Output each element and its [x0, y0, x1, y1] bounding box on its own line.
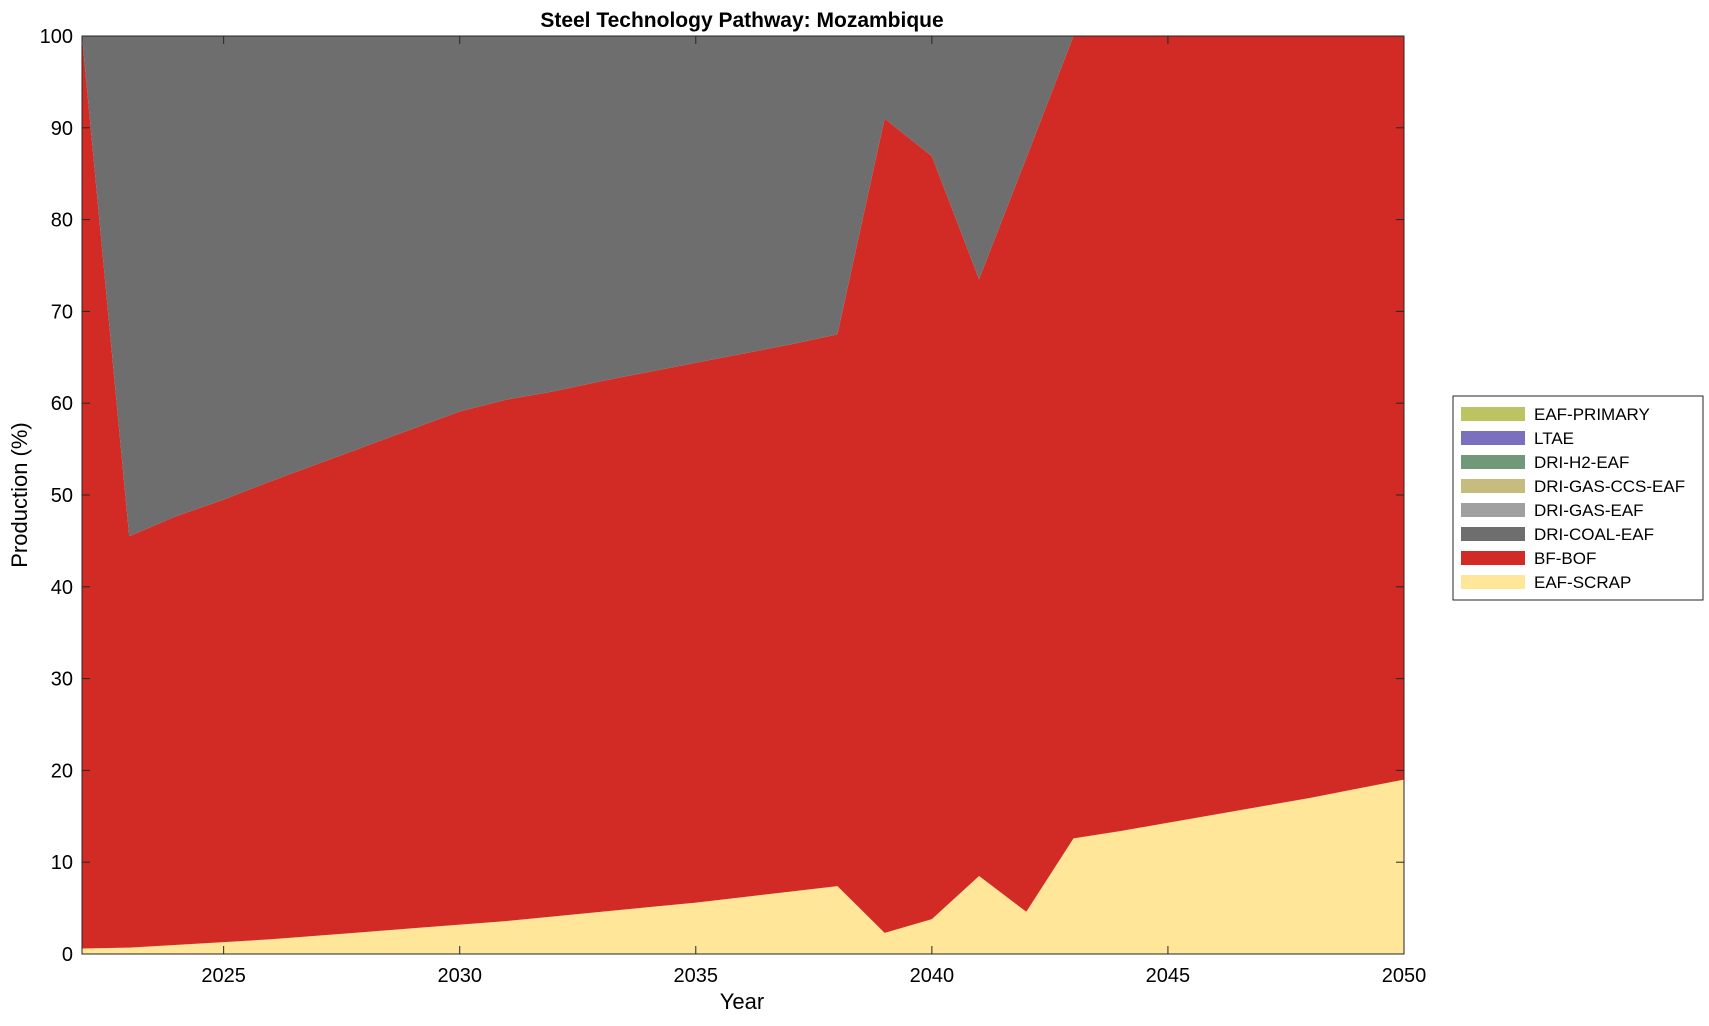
x-tick-label: 2025 — [201, 965, 246, 987]
legend-swatch-dri-h2-eaf — [1461, 455, 1525, 469]
legend-swatch-eaf-scrap — [1461, 575, 1525, 589]
y-tick-label: 60 — [51, 393, 73, 415]
legend-label-dri-coal-eaf: DRI-COAL-EAF — [1534, 525, 1654, 544]
y-tick-label: 10 — [51, 852, 73, 874]
x-axis-label: Year — [720, 989, 764, 1014]
legend-swatch-eaf-primary — [1461, 407, 1525, 421]
y-tick-label: 100 — [40, 26, 73, 48]
y-tick-label: 20 — [51, 760, 73, 782]
y-axis-label: Production (%) — [7, 422, 32, 568]
legend: EAF-PRIMARY LTAE DRI-H2-EAF DRI-GAS-CCS-EAF… — [1452, 395, 1704, 601]
legend-label-dri-h2-eaf: DRI-H2-EAF — [1534, 453, 1629, 472]
legend-swatch-ltae — [1461, 431, 1525, 445]
legend-box — [1452, 395, 1704, 601]
x-tick-label: 2050 — [1382, 965, 1427, 987]
x-tick-label: 2040 — [910, 965, 955, 987]
y-tick-label: 70 — [51, 301, 73, 323]
legend-label-dri-gas-ccs-eaf: DRI-GAS-CCS-EAF — [1534, 477, 1685, 496]
legend-label-eaf-primary: EAF-PRIMARY — [1534, 405, 1650, 424]
y-tick-label: 30 — [51, 669, 73, 691]
legend-swatch-dri-gas-ccs-eaf — [1461, 479, 1525, 493]
x-tick-label: 2045 — [1146, 965, 1191, 987]
y-tick-label: 80 — [51, 210, 73, 232]
area-dri-coal-eaf — [82, 36, 1404, 537]
area-layer — [82, 36, 1404, 954]
legend-swatch-dri-coal-eaf — [1461, 527, 1525, 541]
area-bf-bof — [82, 36, 1404, 949]
y-tick-label: 90 — [51, 118, 73, 140]
y-tick-label: 40 — [51, 577, 73, 599]
x-tick-label: 2030 — [437, 965, 482, 987]
y-tick-label: 0 — [62, 944, 73, 966]
area-eaf-scrap — [82, 779, 1404, 954]
legend-label-dri-gas-eaf: DRI-GAS-EAF — [1534, 501, 1644, 520]
legend-label-bf-bof: BF-BOF — [1534, 549, 1596, 568]
legend-swatch-bf-bof — [1461, 551, 1525, 565]
y-tick-label: 50 — [51, 485, 73, 507]
chart-title: Steel Technology Pathway: Mozambique — [540, 9, 943, 32]
legend-label-ltae: LTAE — [1534, 429, 1574, 448]
x-tick-label: 2035 — [674, 965, 719, 987]
legend-label-eaf-scrap: EAF-SCRAP — [1534, 573, 1631, 592]
legend-swatch-dri-gas-eaf — [1461, 503, 1525, 517]
